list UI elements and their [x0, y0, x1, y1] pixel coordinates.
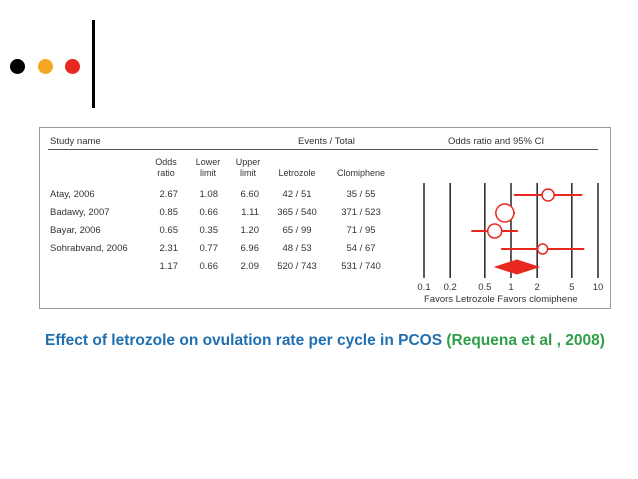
summary-diamond [493, 259, 541, 275]
odds-ratio-value: 0.65 [159, 225, 179, 236]
x-tick-label: 0.2 [444, 282, 457, 293]
title-divider-bar [92, 20, 95, 108]
clomiphene-events: 371 / 523 [341, 207, 381, 218]
lower-limit-value: 0.66 [199, 207, 219, 218]
x-tick-label: 2 [535, 282, 540, 293]
upper-limit-value: 6.60 [240, 189, 260, 200]
odds-ratio-value: 2.67 [159, 189, 179, 200]
upper-limit-value: 6.96 [240, 243, 260, 254]
upper-limit-value: 1.20 [240, 225, 260, 236]
red-bullet-dot [65, 59, 80, 74]
odds-ratio-value: 0.85 [159, 207, 179, 218]
x-tick-label: 0.1 [417, 282, 430, 293]
summary-lower-limit: 0.66 [199, 261, 219, 272]
favors-axis-note: Favors Letrozole Favors clomiphene [424, 294, 578, 305]
events-total-header: Events / Total [298, 136, 355, 147]
lower-limit-col-header: Lower limit [195, 157, 221, 178]
forest-plot-figure: Study name Events / Total Odds ratio and… [39, 127, 611, 309]
odds-ratio-ci-header: Odds ratio and 95% CI [448, 136, 545, 147]
summary-upper-limit: 2.09 [240, 261, 260, 272]
summary-odds-ratio: 1.17 [159, 261, 179, 272]
letrozole-events: 65 / 99 [282, 225, 312, 236]
lower-limit-value: 1.08 [199, 189, 219, 200]
x-tick-label: 5 [569, 282, 574, 293]
clomiphene-events: 71 / 95 [346, 225, 376, 236]
slide-caption: Effect of letrozole on ovulation rate pe… [45, 330, 605, 351]
letrozole-events: 48 / 53 [282, 243, 312, 254]
clomiphene-events: 35 / 55 [346, 189, 376, 200]
lower-limit-value: 0.77 [199, 243, 219, 254]
caption-citation: (Requena et al , 2008) [446, 332, 605, 349]
black-bullet-dot [10, 59, 25, 74]
summary-clomiphene-events: 531 / 740 [341, 261, 381, 272]
orange-bullet-dot [38, 59, 53, 74]
study-marker [536, 243, 549, 255]
study-name-header: Study name [50, 136, 101, 147]
lower-limit-value: 0.35 [199, 225, 219, 236]
odds-ratio-value: 2.31 [159, 243, 179, 254]
upper-limit-value: 1.11 [241, 207, 259, 218]
clomiphene-col-header: Clomiphene [336, 168, 386, 178]
study-name: Sohrabvand, 2006 [50, 243, 128, 254]
study-name: Badawy, 2007 [50, 207, 110, 218]
study-marker [495, 203, 515, 223]
upper-limit-col-header: Upper limit [235, 157, 261, 178]
study-name: Bayar, 2006 [50, 225, 101, 236]
study-marker [541, 188, 555, 202]
summary-letrozole-events: 520 / 743 [277, 261, 317, 272]
x-tick-label: 0.5 [478, 282, 491, 293]
study-name: Atay, 2006 [50, 189, 95, 200]
study-marker [486, 223, 503, 239]
odds-ratio-col-header: Odds ratio [155, 157, 177, 178]
letrozole-col-header: Letrozole [278, 168, 316, 178]
caption-main: Effect of letrozole on ovulation rate pe… [45, 332, 447, 349]
forest-plot-graphic: 0.1 0.2 0.5 1 2 5 10 [417, 183, 604, 293]
header-rule [48, 149, 598, 150]
letrozole-events: 365 / 540 [277, 207, 317, 218]
clomiphene-events: 54 / 67 [346, 243, 376, 254]
x-tick-label: 1 [508, 282, 513, 293]
x-tick-label: 10 [593, 282, 604, 293]
letrozole-events: 42 / 51 [282, 189, 312, 200]
